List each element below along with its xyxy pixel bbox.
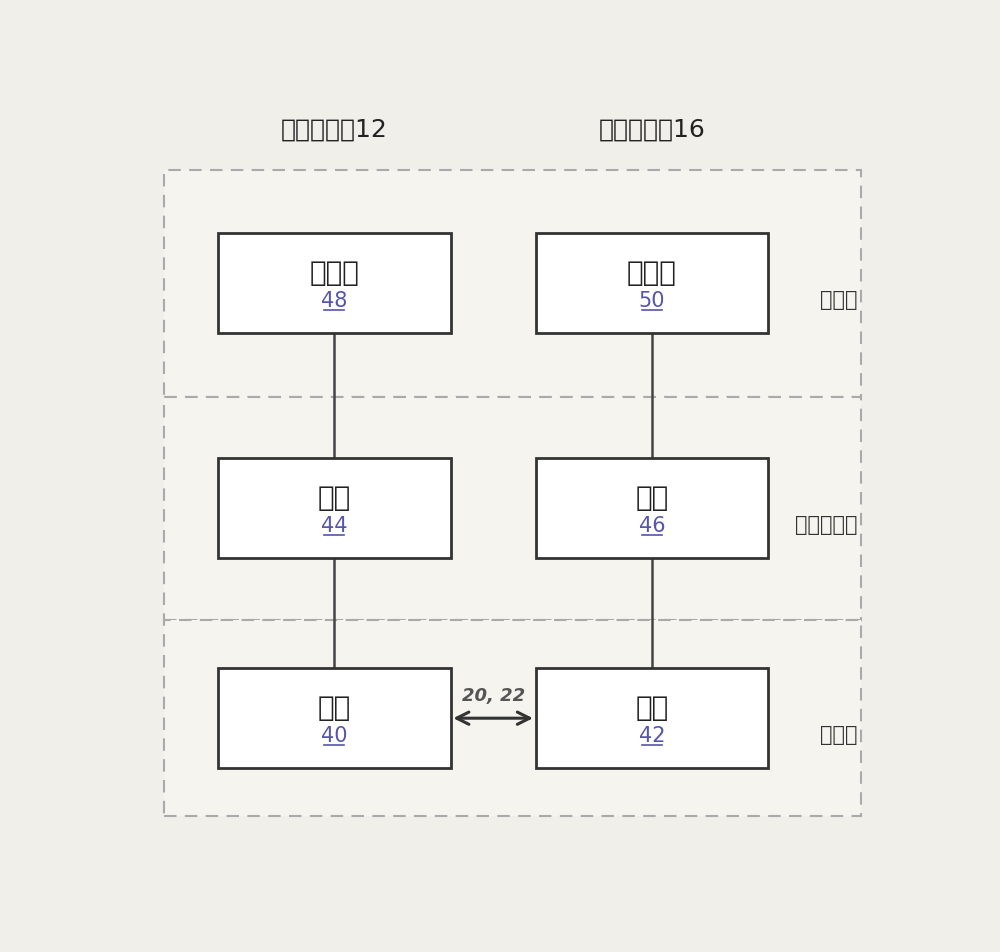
Text: 协议: 协议 xyxy=(318,484,351,511)
Bar xyxy=(536,668,768,768)
Text: 第二服务器16: 第二服务器16 xyxy=(599,117,705,141)
Text: 46: 46 xyxy=(639,516,665,536)
Text: 硬件: 硬件 xyxy=(318,693,351,721)
Bar xyxy=(218,668,450,768)
Text: 事务层: 事务层 xyxy=(820,289,857,309)
Text: 数据链路层: 数据链路层 xyxy=(795,514,857,534)
Text: 48: 48 xyxy=(321,290,347,310)
Text: 物理层: 物理层 xyxy=(820,724,857,744)
Bar xyxy=(218,459,450,559)
Bar xyxy=(164,170,861,397)
Bar xyxy=(536,234,768,334)
Text: 硬件: 硬件 xyxy=(635,693,669,721)
Text: 驱动器: 驱动器 xyxy=(309,258,359,287)
Text: 协议: 协议 xyxy=(635,484,669,511)
Text: 50: 50 xyxy=(639,290,665,310)
Bar xyxy=(536,459,768,559)
Text: 40: 40 xyxy=(321,725,348,745)
Text: 44: 44 xyxy=(321,516,348,536)
Bar xyxy=(218,234,450,334)
Text: 驱动器: 驱动器 xyxy=(627,258,677,287)
Text: 第一服务器12: 第一服务器12 xyxy=(281,117,388,141)
Text: 20, 22: 20, 22 xyxy=(462,686,525,704)
Bar xyxy=(164,621,861,817)
Bar xyxy=(164,397,861,621)
Text: 42: 42 xyxy=(639,725,665,745)
